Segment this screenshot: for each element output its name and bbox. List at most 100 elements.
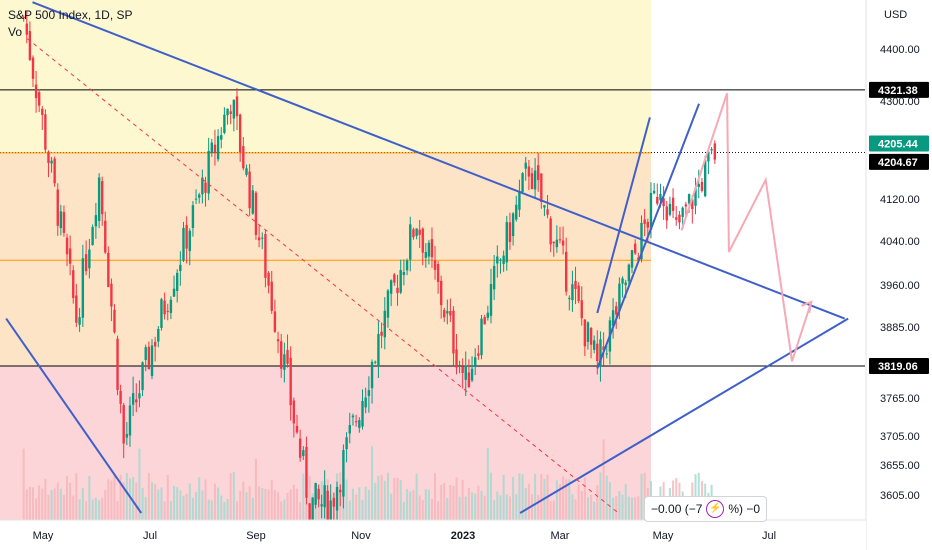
volume-bar (602, 439, 605, 520)
volume-bar (496, 491, 499, 520)
candle-body (665, 206, 668, 221)
candle-body (264, 233, 267, 278)
candle-body (662, 198, 665, 207)
candle-body (374, 361, 377, 363)
candle-body (580, 300, 583, 319)
volume-bar (154, 484, 157, 520)
volume-bar (399, 480, 402, 520)
volume-bar (104, 489, 107, 520)
candle-body (549, 218, 552, 245)
volume-bar (220, 495, 223, 520)
volume-bar (41, 488, 44, 520)
volume-bar (125, 472, 128, 520)
volume-bar (229, 473, 232, 520)
currency-label: USD (884, 9, 907, 21)
candle-body (81, 258, 85, 318)
volume-bar (261, 488, 264, 520)
candle-body (558, 239, 562, 241)
candle-body (461, 366, 464, 373)
volume-bar (383, 480, 386, 520)
candle-body (571, 284, 574, 301)
candle-body (125, 434, 129, 438)
volume-bar (524, 488, 527, 520)
candle-body (433, 260, 437, 270)
price-label-text: 4205.44 (878, 138, 919, 150)
indicator-widget[interactable]: −0.00 (−7 ⚡ %) −0 (644, 496, 768, 522)
volume-bar (608, 482, 611, 520)
volume-bar (239, 490, 242, 520)
candle-body (710, 149, 713, 151)
candle-body (502, 255, 505, 264)
volume-bar (371, 446, 374, 520)
volume-bar (248, 486, 251, 520)
candle-body (703, 160, 707, 197)
volume-bar (396, 477, 399, 520)
candle-body (201, 177, 204, 195)
candle-body (332, 497, 336, 507)
volume-bar (81, 487, 84, 520)
volume-bar (489, 472, 492, 520)
volume-bar (577, 484, 580, 520)
volume-bar (160, 487, 163, 520)
candle-body (474, 357, 477, 367)
volume-bar (166, 474, 169, 520)
volume-bar (424, 489, 427, 520)
volume-bar (185, 493, 188, 520)
lightning-icon[interactable]: ⚡ (706, 500, 725, 518)
volume-bar (434, 472, 437, 520)
volume-bar (555, 480, 558, 520)
volume-bar (88, 475, 91, 520)
volume-bar (367, 489, 370, 520)
candle-body (687, 194, 691, 204)
candle-body (172, 288, 176, 297)
volume-bar (101, 497, 104, 520)
volume-bar (464, 496, 467, 520)
candle-body (700, 181, 704, 191)
candle-body (458, 364, 461, 366)
price-label-text: 3819.06 (878, 361, 918, 373)
volume-bar (258, 486, 261, 520)
volume-bar (85, 501, 88, 520)
volume-bar (355, 494, 358, 520)
candle-body (396, 287, 399, 294)
candle-body (245, 168, 248, 175)
volume-bar (452, 485, 455, 520)
candle-body (160, 299, 163, 328)
candle-body (418, 229, 421, 235)
volume-bar (201, 490, 204, 520)
candle-body (320, 504, 323, 507)
volume-bar (461, 479, 464, 520)
volume-bar (56, 482, 59, 520)
candle-body (273, 311, 277, 332)
volume-bar (618, 491, 621, 520)
volume-bar (122, 482, 125, 520)
candle-body (62, 211, 66, 233)
candle-body (163, 300, 166, 315)
candle-body (443, 309, 446, 318)
volume-bar (59, 488, 62, 520)
time-tick-label: May (33, 530, 54, 542)
volume-bar (277, 492, 280, 520)
candle-body (25, 23, 29, 35)
candle-body (94, 215, 98, 227)
volume-bar (94, 497, 97, 520)
candle-body (220, 135, 223, 140)
volume-bar (210, 500, 213, 520)
candle-body (546, 209, 549, 215)
candle-body (47, 151, 50, 164)
volume-bar (374, 482, 377, 520)
candle-body (393, 274, 396, 283)
volume-bar (182, 495, 185, 520)
chart-subtitle: Vo (8, 25, 23, 39)
candle-body (326, 490, 329, 525)
candle-body (599, 339, 602, 367)
candle-body (276, 339, 280, 342)
projection-arrowhead (800, 300, 813, 313)
volume-bar (446, 497, 449, 520)
price-tick-label: 4040.00 (880, 236, 920, 248)
volume-bar (66, 476, 69, 520)
volume-bar (176, 487, 179, 520)
volume-bar (596, 485, 599, 520)
